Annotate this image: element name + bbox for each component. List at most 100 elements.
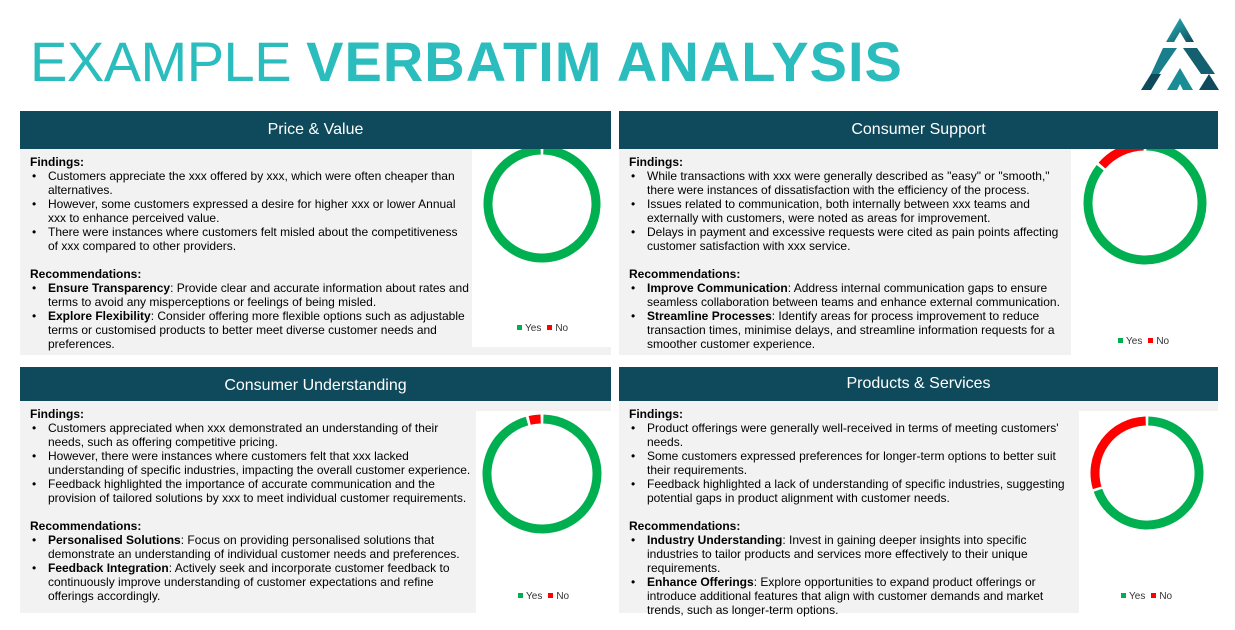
panel-header: Consumer Understanding [20, 367, 611, 405]
findings-label: Findings: [30, 155, 84, 169]
recommendations-list: Personalised Solutions: Focus on providi… [30, 533, 476, 603]
donut-chart-box: Yes No [1071, 149, 1218, 355]
legend-yes-swatch [1118, 338, 1123, 344]
recommendation-text: : Actively seek and incorporate customer… [48, 561, 450, 603]
triangle-logo-icon [1141, 18, 1219, 90]
panel-text: Findings: Product offerings were general… [629, 407, 1081, 617]
recommendation-text: : Explore opportunities to expand produc… [647, 575, 1044, 617]
findings-list: While transactions with xxx were general… [629, 169, 1069, 253]
panel-products-services: Products & Services Findings: Product of… [619, 367, 1218, 617]
legend-no-swatch [1151, 593, 1157, 599]
donut-slice-yes [1093, 416, 1204, 530]
recommendation-key: Enhance Offerings [647, 575, 754, 589]
panel-header: Price & Value [20, 111, 611, 149]
recommendation-text: : Invest in gaining deeper insights into… [647, 533, 1028, 575]
chart-legend: Yes No [1121, 591, 1178, 603]
finding-item: However, some customers expressed a desi… [30, 197, 470, 225]
recommendation-key: Ensure Transparency [48, 281, 171, 295]
recommendations-list: Industry Understanding: Invest in gainin… [629, 533, 1081, 617]
donut-slice-yes [483, 149, 601, 263]
page-title: EXAMPLE VERBATIM ANALYSIS [30, 30, 903, 94]
panel-header: Consumer Support [619, 111, 1218, 149]
legend-yes-label: Yes [1129, 591, 1146, 602]
panel-price-value: Price & Value Findings: Customers apprec… [20, 111, 611, 355]
legend-no-swatch [1148, 338, 1154, 344]
donut-slice-no [528, 414, 541, 425]
recommendation-key: Feedback Integration [48, 561, 169, 575]
finding-item: Feedback highlighted a lack of understan… [629, 477, 1081, 505]
recommendation-key: Industry Understanding [647, 533, 783, 547]
finding-item: While transactions with xxx were general… [629, 169, 1069, 197]
recommendation-text: : Focus on providing personalised soluti… [48, 533, 460, 561]
finding-item: Customers appreciate the xxx offered by … [30, 169, 470, 197]
legend-no-swatch [547, 325, 553, 331]
panel-title: Consumer Support [851, 121, 986, 138]
legend-no-label: No [1159, 591, 1173, 602]
legend-no-label: No [1156, 336, 1170, 347]
recommendation-item: Ensure Transparency: Provide clear and a… [30, 281, 470, 309]
legend-no-swatch [548, 593, 554, 599]
recommendation-item: Personalised Solutions: Focus on providi… [30, 533, 476, 561]
findings-list: Customers appreciate the xxx offered by … [30, 169, 470, 253]
recommendation-key: Personalised Solutions [48, 533, 181, 547]
legend-yes-label: Yes [525, 323, 542, 334]
legend-no-label: No [556, 591, 570, 602]
donut-chart [483, 149, 601, 263]
donut-chart [1083, 149, 1207, 265]
panel-title: Consumer Understanding [224, 377, 407, 394]
donut-slice-no [1090, 416, 1146, 490]
chart-legend: Yes No [518, 591, 575, 603]
recommendation-item: Explore Flexibility: Consider offering m… [30, 309, 470, 351]
findings-label: Findings: [629, 407, 683, 421]
recommendations-label: Recommendations: [30, 267, 142, 281]
panel-body: Findings: While transactions with xxx we… [619, 149, 1218, 355]
donut-chart [482, 414, 602, 534]
panel-body: Findings: Customers appreciated when xxx… [20, 401, 611, 613]
page-title-bold: VERBATIM ANALYSIS [306, 30, 903, 93]
panel-consumer-support: Consumer Support Findings: While transac… [619, 111, 1218, 355]
finding-item: Feedback highlighted the importance of a… [30, 477, 476, 505]
finding-item: Delays in payment and excessive requests… [629, 225, 1069, 253]
legend-no-label: No [555, 323, 569, 334]
recommendation-item: Industry Understanding: Invest in gainin… [629, 533, 1081, 575]
chart-legend: Yes No [1118, 336, 1175, 348]
donut-slice-yes [482, 414, 602, 534]
panel-body: Findings: Customers appreciate the xxx o… [20, 149, 611, 355]
finding-item: Some customers expressed preferences for… [629, 449, 1081, 477]
recommendation-text: : Identify areas for process improvement… [647, 309, 1055, 351]
donut-chart-box: Yes No [472, 149, 611, 347]
recommendation-key: Improve Communication [647, 281, 788, 295]
legend-yes-swatch [517, 325, 522, 331]
recommendation-key: Explore Flexibility [48, 309, 151, 323]
donut-chart-box: Yes No [1079, 411, 1218, 613]
donut-slice-yes [1083, 149, 1207, 265]
recommendation-text: : Address internal communication gaps to… [647, 281, 1060, 309]
recommendations-label: Recommendations: [629, 267, 741, 281]
panel-title: Price & Value [267, 121, 364, 138]
finding-item: Issues related to communication, both in… [629, 197, 1069, 225]
recommendation-item: Feedback Integration: Actively seek and … [30, 561, 476, 603]
recommendation-item: Improve Communication: Address internal … [629, 281, 1069, 309]
recommendations-list: Ensure Transparency: Provide clear and a… [30, 281, 470, 351]
donut-chart-box: Yes No [476, 411, 611, 613]
legend-yes-swatch [518, 593, 523, 599]
recommendation-key: Streamline Processes [647, 309, 772, 323]
panel-header: Products & Services [619, 367, 1218, 401]
page-title-light: EXAMPLE [30, 30, 307, 93]
legend-yes-label: Yes [1126, 336, 1143, 347]
chart-legend: Yes No [517, 323, 574, 335]
recommendation-item: Enhance Offerings: Explore opportunities… [629, 575, 1081, 617]
recommendation-text: : Consider offering more flexible option… [48, 309, 465, 351]
recommendation-text: : Provide clear and accurate information… [48, 281, 469, 309]
donut-chart [1090, 416, 1204, 530]
finding-item: Product offerings were generally well-re… [629, 421, 1081, 449]
finding-item: Customers appreciated when xxx demonstra… [30, 421, 476, 449]
donut-slice-no [1098, 149, 1144, 169]
panel-body: Findings: Product offerings were general… [619, 401, 1218, 617]
recommendations-label: Recommendations: [30, 519, 142, 533]
panel-text: Findings: Customers appreciated when xxx… [30, 407, 476, 603]
panel-text: Findings: Customers appreciate the xxx o… [30, 155, 470, 351]
findings-list: Product offerings were generally well-re… [629, 421, 1081, 505]
recommendations-list: Improve Communication: Address internal … [629, 281, 1069, 351]
recommendation-item: Streamline Processes: Identify areas for… [629, 309, 1069, 351]
